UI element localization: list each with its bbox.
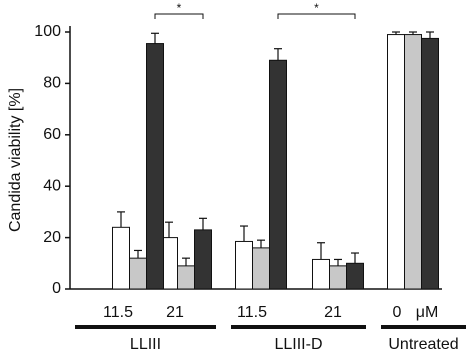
y-tick-label: 100 <box>34 23 61 40</box>
bar <box>421 37 439 290</box>
significance-bracket <box>154 13 204 19</box>
group-label: Untreated <box>388 336 458 353</box>
bar <box>312 258 330 290</box>
bar <box>387 34 405 290</box>
x-tick-label: 21 <box>166 304 184 321</box>
y-tick-label: 0 <box>52 280 61 297</box>
unit-label: μM <box>416 304 439 321</box>
x-tick-label: 21 <box>324 304 342 321</box>
bar <box>235 240 253 290</box>
y-tick-label: 80 <box>43 75 61 92</box>
significance-label: * <box>314 1 319 15</box>
bar <box>177 265 195 290</box>
bar <box>146 43 164 290</box>
bar <box>269 59 287 290</box>
bar <box>194 229 212 290</box>
y-axis-label: Candida viability [%] <box>7 88 24 232</box>
y-tick-label: 40 <box>43 177 61 194</box>
bar <box>404 34 422 290</box>
bar <box>112 226 130 290</box>
bar <box>129 257 147 290</box>
bar <box>346 262 364 290</box>
x-tick-label: 0 <box>393 304 402 321</box>
bar <box>329 265 347 290</box>
significance-bracket <box>277 13 356 19</box>
group-bar <box>75 325 216 329</box>
y-tick-label: 20 <box>43 229 61 246</box>
group-bar <box>381 325 466 329</box>
group-label: LLIII <box>130 336 161 353</box>
significance-label: * <box>177 1 182 15</box>
x-tick-label: 11.5 <box>103 304 133 321</box>
bar <box>252 247 270 290</box>
group-bar <box>231 325 366 329</box>
y-tick-label: 60 <box>43 126 61 143</box>
x-tick-label: 11.5 <box>237 304 267 321</box>
group-label: LLIII-D <box>274 336 322 353</box>
